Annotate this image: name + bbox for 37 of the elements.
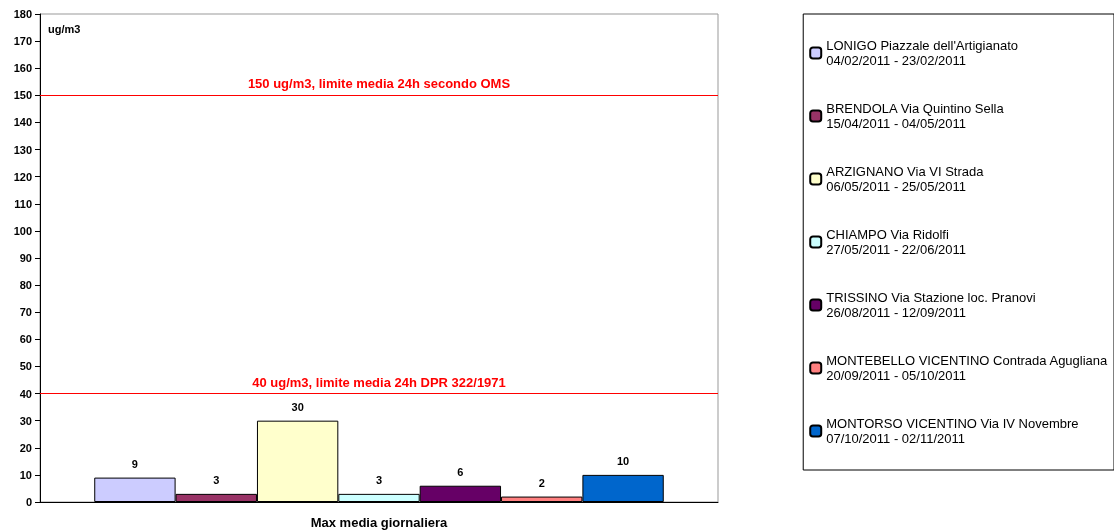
legend-label: ARZIGNANO Via VI Strada 06/05/2011 - 25/05/2011	[826, 164, 985, 194]
y-tick-label: 130	[13, 143, 32, 156]
y-tick-label: 80	[19, 279, 32, 292]
data-label: 30	[291, 401, 304, 414]
y-tick-label: 120	[13, 170, 32, 183]
data-label: 9	[131, 458, 138, 471]
legend-label: MONTORSO VICENTINO Via IV Novembre 07/10/2011 - 02/11/2011	[826, 416, 1079, 446]
y-tick-label: 70	[19, 306, 32, 319]
y-tick-label: 170	[13, 35, 32, 48]
x-tick-label: Max media giornaliera	[310, 515, 449, 530]
data-label: 6	[457, 466, 464, 479]
ref-line-label: 150 ug/m3, limite media 24h secondo OMS	[247, 76, 511, 92]
y-tick-label: 180	[13, 8, 32, 20]
y-tick-label: 110	[14, 197, 32, 210]
data-label: 2	[538, 477, 545, 490]
ref-line-label: 40 ug/m3, limite media 24h DPR 322/1971	[252, 374, 506, 390]
y-tick-label: 60	[19, 333, 32, 346]
legend-label: LONIGO Piazzale dell'Artigianato 04/02/2011 - 23/02/2011	[826, 38, 1019, 68]
y-tick-label: 10	[19, 468, 32, 481]
y-tick-label: 30	[19, 414, 32, 427]
y-tick-label: 160	[13, 62, 32, 75]
y-tick-label: 90	[19, 252, 32, 264]
legend-label: BRENDOLA Via Quintino Sella 15/04/2011 - 04/05/2011	[826, 101, 1005, 131]
data-label: 3	[375, 474, 383, 487]
y-tick-label: 150	[13, 89, 32, 102]
y-tick-label: 140	[13, 116, 32, 129]
data-label: 3	[213, 474, 220, 487]
y-tick-label: 50	[19, 360, 32, 373]
legend-label: TRISSINO Via Stazione loc. Pranovi 26/08/2011 - 12/09/2011	[826, 290, 1036, 320]
y-tick-label: 100	[13, 224, 32, 237]
legend-label: CHIAMPO Via Ridolfi 27/05/2011 - 22/06/2011	[826, 227, 966, 257]
y-tick-label: 40	[19, 387, 32, 400]
y-axis-title: ug/m3	[48, 22, 81, 35]
legend-label: MONTEBELLO VICENTINO Contrada Agugliana 20/09/2011 - 05/10/2011	[826, 353, 1109, 383]
data-label: 10	[616, 455, 630, 468]
y-tick-label: 0	[25, 496, 32, 508]
y-tick-label: 20	[19, 441, 32, 454]
